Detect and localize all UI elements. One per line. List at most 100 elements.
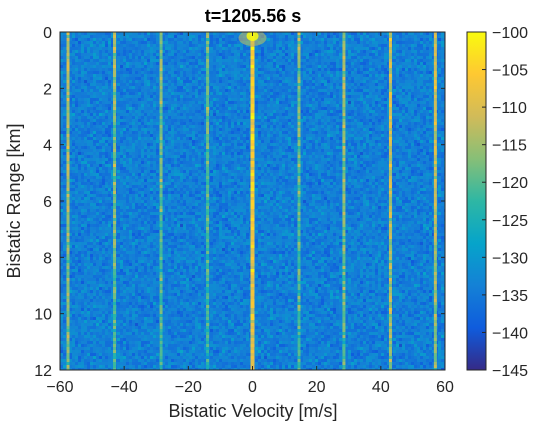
noise-cell	[438, 83, 441, 86]
noise-cell	[138, 38, 141, 41]
noise-cell	[174, 77, 177, 80]
noise-cell	[423, 38, 426, 41]
noise-cell	[327, 104, 330, 107]
noise-cell	[237, 32, 240, 35]
noise-cell	[414, 137, 417, 140]
noise-cell	[318, 125, 321, 128]
noise-cell	[231, 56, 234, 59]
noise-cell	[156, 119, 159, 122]
noise-cell	[369, 68, 372, 71]
noise-cell	[408, 143, 411, 146]
noise-cell	[174, 95, 177, 98]
noise-cell	[387, 107, 390, 110]
noise-cell	[195, 131, 198, 134]
noise-cell	[60, 110, 63, 113]
noise-cell	[210, 62, 213, 65]
noise-cell	[333, 32, 336, 35]
noise-cell	[186, 143, 189, 146]
noise-cell	[426, 110, 429, 113]
noise-cell	[303, 113, 306, 116]
noise-cell	[75, 68, 78, 71]
noise-cell	[111, 32, 114, 35]
noise-cell	[303, 53, 306, 56]
noise-cell	[150, 125, 153, 128]
noise-cell	[141, 32, 144, 35]
noise-cell	[366, 98, 369, 101]
noise-cell	[174, 137, 177, 140]
noise-cell	[177, 107, 180, 110]
noise-cell	[273, 143, 276, 146]
noise-cell	[411, 80, 414, 83]
noise-cell	[303, 65, 306, 68]
noise-cell	[300, 116, 303, 119]
noise-cell	[165, 131, 168, 134]
noise-cell	[225, 62, 228, 65]
noise-cell	[405, 44, 408, 47]
noise-cell	[330, 38, 333, 41]
noise-cell	[384, 101, 387, 104]
noise-cell	[360, 32, 363, 35]
noise-cell	[351, 41, 354, 44]
noise-cell	[330, 86, 333, 89]
noise-cell	[387, 77, 390, 80]
noise-cell	[441, 47, 444, 50]
noise-cell	[267, 137, 270, 140]
noise-cell	[108, 56, 111, 59]
noise-cell	[426, 80, 429, 83]
noise-cell	[108, 116, 111, 119]
noise-cell	[108, 32, 111, 35]
noise-cell	[378, 62, 381, 65]
noise-cell	[168, 65, 171, 68]
noise-cell	[198, 47, 201, 50]
noise-cell	[402, 50, 405, 53]
noise-cell	[204, 62, 207, 65]
noise-cell	[348, 56, 351, 59]
noise-cell	[222, 119, 225, 122]
noise-cell	[348, 98, 351, 101]
noise-cell	[273, 146, 276, 149]
noise-cell	[399, 59, 402, 62]
noise-cell	[378, 110, 381, 113]
noise-cell	[267, 131, 270, 134]
noise-cell	[102, 38, 105, 41]
noise-cell	[210, 104, 213, 107]
noise-cell	[282, 92, 285, 95]
noise-cell	[246, 62, 249, 65]
noise-cell	[345, 56, 348, 59]
noise-cell	[222, 128, 225, 131]
noise-cell	[183, 104, 186, 107]
noise-cell	[255, 59, 258, 62]
noise-cell	[300, 50, 303, 53]
noise-cell	[198, 107, 201, 110]
noise-cell	[309, 80, 312, 83]
noise-cell	[279, 122, 282, 125]
noise-cell	[306, 59, 309, 62]
noise-cell	[405, 110, 408, 113]
noise-cell	[333, 107, 336, 110]
noise-cell	[225, 113, 228, 116]
noise-cell	[417, 56, 420, 59]
noise-cell	[123, 134, 126, 137]
noise-cell	[258, 104, 261, 107]
noise-cell	[174, 122, 177, 125]
noise-cell	[102, 101, 105, 104]
noise-cell	[237, 107, 240, 110]
noise-cell	[306, 101, 309, 104]
noise-cell	[432, 107, 435, 110]
noise-cell	[327, 56, 330, 59]
noise-cell	[348, 128, 351, 131]
noise-cell	[357, 62, 360, 65]
noise-cell	[438, 116, 441, 119]
noise-cell	[420, 50, 423, 53]
noise-cell	[189, 44, 192, 47]
noise-cell	[348, 86, 351, 89]
noise-cell	[261, 140, 264, 143]
noise-cell	[387, 53, 390, 56]
noise-cell	[210, 77, 213, 80]
noise-cell	[303, 80, 306, 83]
noise-cell	[387, 101, 390, 104]
noise-cell	[216, 35, 219, 38]
noise-cell	[84, 104, 87, 107]
noise-cell	[354, 134, 357, 137]
noise-cell	[126, 98, 129, 101]
